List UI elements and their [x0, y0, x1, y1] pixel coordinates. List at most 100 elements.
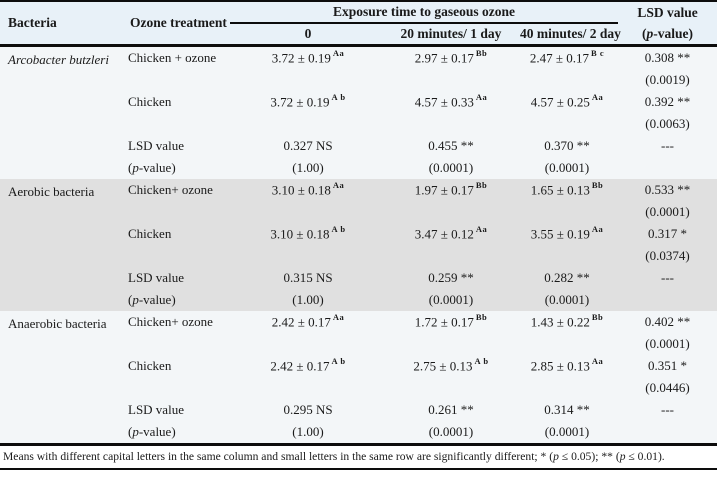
- block-arcobacter: Arcobacter butzleri Chicken + ozone 3.72…: [0, 45, 717, 179]
- lsd-dashes: ---: [661, 402, 675, 417]
- p-label-open: (: [642, 25, 647, 41]
- lsd-p-value: (0.0019): [645, 72, 690, 87]
- significance-letters: Aa: [332, 312, 345, 323]
- lsd-col-value: 0.327 NS: [283, 138, 333, 153]
- block-anaerobic: Anaerobic bacteria Chicken+ ozone 2.42 ±…: [0, 311, 717, 443]
- p-label-p: p: [646, 25, 654, 41]
- lsd-col-value: 0.370 **: [544, 138, 590, 153]
- significance-letters: Aa: [475, 224, 488, 235]
- significance-letters: Aa: [591, 92, 604, 103]
- footnote-text: Means with different capital letters in …: [3, 450, 554, 463]
- mean-sd: 3.10 ± 0.18: [271, 182, 331, 198]
- table-footnote: Means with different capital letters in …: [0, 443, 717, 470]
- lsd-row-label: LSD value: [128, 402, 184, 417]
- significance-letters: A b: [331, 224, 346, 235]
- lsd-row: LSD value 0.295 NS 0.261 ** 0.314 ** ---: [0, 399, 717, 421]
- significance-letters: Aa: [332, 48, 345, 59]
- measurement-value: 2.85 ± 0.13 Aa: [516, 355, 618, 377]
- header-row-top: Bacteria Ozone treatment Exposure time t…: [0, 1, 717, 30]
- lsd-p-value: (0.0001): [645, 204, 690, 219]
- lsd-p-value: (0.0374): [645, 248, 690, 263]
- bacteria-name: Arcobacter butzleri: [8, 52, 109, 67]
- p-col-value: (0.0001): [544, 160, 590, 175]
- data-row: (0.0019): [0, 69, 717, 91]
- measurement-value: 2.97 ± 0.17 Bb: [386, 46, 516, 70]
- p-label-open: (: [128, 160, 133, 175]
- lsd-value: 0.402 **: [644, 314, 691, 329]
- measurement-value: 4.57 ± 0.33 Aa: [386, 91, 516, 113]
- lsd-p-value: (0.0446): [645, 380, 690, 395]
- col-header-ozone-treatment: Ozone treatment: [130, 15, 227, 30]
- mean-sd: 2.97 ± 0.17: [414, 50, 474, 66]
- p-col-value: (1.00): [292, 292, 324, 307]
- lsd-col-value: 0.282 **: [544, 270, 590, 285]
- lsd-value: 0.392 **: [644, 94, 691, 109]
- table-header: Bacteria Ozone treatment Exposure time t…: [0, 1, 717, 46]
- lsd-dashes: ---: [661, 138, 675, 153]
- bacteria-name: Anaerobic bacteria: [8, 316, 107, 331]
- data-row: (0.0001): [0, 201, 717, 223]
- p-label-rest: -value): [138, 160, 176, 175]
- treatment-label: Chicken: [128, 226, 172, 241]
- mean-sd: 3.55 ± 0.19: [530, 226, 590, 242]
- lsd-value: 0.351 *: [648, 358, 688, 373]
- treatment-label: Chicken+ ozone: [128, 182, 213, 197]
- lsd-col-value: 0.261 **: [428, 402, 474, 417]
- empty-cell: [122, 113, 618, 135]
- measurement-value: 3.72 ± 0.19 A b: [230, 91, 386, 113]
- p-value-row-label: (p-value): [122, 157, 230, 179]
- lsd-col-value: 0.315 NS: [283, 270, 333, 285]
- empty-cell: [122, 69, 618, 91]
- significance-letters: Bb: [475, 312, 488, 323]
- col-header-time-0: 0: [304, 26, 312, 41]
- p-col-value: (0.0001): [428, 292, 474, 307]
- footnote-text: ≤ 0.05); ** (: [558, 450, 620, 463]
- lsd-col-value: 0.455 **: [428, 138, 474, 153]
- empty-cell: [618, 157, 717, 179]
- p-col-value: (0.0001): [428, 160, 474, 175]
- significance-letters: Bb: [591, 312, 604, 323]
- p-value-row-label: (p-value): [122, 289, 230, 311]
- data-row: Chicken 2.42 ± 0.17 A b 2.75 ± 0.13 A b 2.…: [0, 355, 717, 377]
- p-value-row: (p-value) (1.00) (0.0001) (0.0001): [0, 157, 717, 179]
- data-row: (0.0374): [0, 245, 717, 267]
- lsd-col-value: 0.259 **: [428, 270, 474, 285]
- p-label-p: p: [132, 424, 139, 439]
- measurement-value: 2.42 ± 0.17 A b: [230, 355, 386, 377]
- significance-letters: A b: [331, 356, 346, 367]
- lsd-row: LSD value 0.315 NS 0.259 ** 0.282 ** ---: [0, 267, 717, 289]
- lsd-value: 0.308 **: [644, 50, 691, 65]
- footnote-p-symbol: p: [553, 450, 559, 463]
- footnote-text: ≤ 0.01).: [625, 450, 665, 463]
- measurement-value: 1.72 ± 0.17 Bb: [386, 311, 516, 333]
- significance-letters: Aa: [332, 180, 345, 191]
- empty-cell: [122, 201, 618, 223]
- significance-letters: Bb: [475, 180, 488, 191]
- p-col-value: (0.0001): [544, 424, 590, 439]
- data-row: Aerobic bacteria Chicken+ ozone 3.10 ± 0…: [0, 179, 717, 201]
- data-row: (0.0001): [0, 333, 717, 355]
- bacteria-name: Aerobic bacteria: [8, 184, 95, 199]
- col-header-exposure-group: Exposure time to gaseous ozone: [230, 1, 619, 24]
- mean-sd: 3.10 ± 0.18: [270, 226, 330, 242]
- footnote-p-symbol: p: [619, 450, 626, 463]
- col-header-time-40: 40 minutes/ 2 day: [520, 26, 621, 41]
- empty-cell: [122, 245, 618, 267]
- p-col-value: (1.00): [292, 424, 324, 439]
- measurement-value: 2.47 ± 0.17 B c: [516, 46, 618, 70]
- mean-sd: 3.72 ± 0.19: [271, 50, 331, 66]
- significance-letters: B c: [591, 48, 605, 59]
- mean-sd: 1.72 ± 0.17: [414, 314, 474, 330]
- treatment-label: Chicken: [128, 94, 172, 109]
- mean-sd: 2.42 ± 0.17: [271, 314, 331, 330]
- mean-sd: 2.42 ± 0.17: [270, 358, 330, 374]
- empty-cell: [618, 421, 717, 443]
- measurement-value: 3.10 ± 0.18 A b: [230, 223, 386, 245]
- significance-letters: Aa: [591, 356, 604, 367]
- lsd-col-value: 0.295 NS: [283, 402, 333, 417]
- p-label-rest: -value): [138, 424, 176, 439]
- lsd-row: LSD value 0.327 NS 0.455 ** 0.370 ** ---: [0, 135, 717, 157]
- results-table: Bacteria Ozone treatment Exposure time t…: [0, 0, 717, 443]
- p-col-value: (1.00): [292, 160, 324, 175]
- p-label-open: (: [128, 424, 133, 439]
